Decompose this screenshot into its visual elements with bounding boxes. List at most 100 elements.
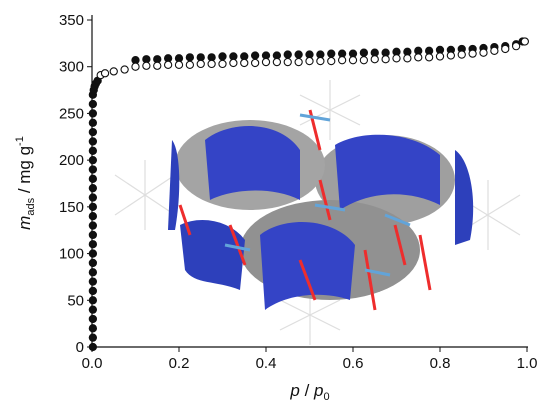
data-point — [468, 49, 477, 58]
data-point — [88, 240, 98, 249]
data-point — [88, 146, 98, 155]
data-point — [100, 69, 110, 78]
data-point — [229, 58, 238, 68]
data-point — [131, 62, 140, 71]
data-point — [88, 249, 98, 258]
data-point — [370, 55, 379, 64]
data-point — [88, 127, 98, 137]
y-tick-label: 50 — [67, 292, 84, 309]
y-label-part: -1 — [14, 136, 26, 146]
data-point — [88, 193, 98, 202]
data-point — [457, 50, 466, 59]
data-point — [185, 53, 195, 62]
data-point — [174, 60, 184, 69]
data-point — [88, 221, 98, 230]
data-point — [403, 54, 412, 63]
data-point — [196, 59, 205, 69]
y-tick-label: 0 — [76, 339, 84, 356]
data-point — [327, 49, 336, 58]
data-point — [327, 56, 336, 66]
data-point — [316, 56, 325, 66]
x-tick-label: 0.4 — [256, 355, 277, 372]
data-point — [88, 258, 98, 268]
data-point — [88, 174, 98, 183]
data-point — [88, 286, 98, 296]
x-label-part: / — [300, 381, 314, 400]
data-point — [446, 51, 456, 60]
data-point — [294, 50, 303, 59]
data-point — [392, 54, 401, 63]
data-point — [88, 333, 98, 342]
data-point — [88, 202, 98, 212]
data-point — [218, 52, 227, 61]
data-point — [88, 342, 98, 352]
data-point — [424, 53, 434, 62]
y-label-part: / mg g — [15, 146, 34, 198]
x-tick-label: 0.0 — [82, 355, 103, 372]
data-point — [250, 58, 260, 68]
data-point — [120, 65, 129, 74]
x-tick-label: 1.0 — [517, 355, 538, 372]
data-point — [381, 55, 390, 64]
x-tick-label: 0.2 — [169, 355, 190, 372]
data-point — [501, 44, 510, 54]
data-point — [88, 165, 98, 174]
y-tick-label: 200 — [59, 152, 84, 169]
framework-illustration — [114, 80, 521, 345]
y-label-part: m — [15, 216, 34, 230]
data-point — [261, 57, 271, 67]
data-point — [207, 59, 216, 69]
data-point — [240, 58, 249, 68]
data-point — [88, 184, 98, 193]
data-point — [348, 56, 358, 65]
x-tick-label: 0.6 — [343, 355, 364, 372]
data-point — [520, 37, 529, 46]
data-point — [88, 230, 98, 240]
data-point — [142, 61, 151, 70]
x-tick-label: 0.8 — [430, 355, 451, 372]
data-point — [272, 57, 282, 67]
data-point — [435, 52, 445, 61]
data-point — [359, 48, 369, 57]
x-label-part: 0 — [323, 391, 329, 403]
y-tick-label: 150 — [59, 199, 84, 216]
data-point — [359, 56, 369, 65]
data-point — [185, 60, 195, 69]
data-point — [88, 155, 98, 165]
data-point — [218, 59, 227, 69]
data-point — [479, 48, 488, 57]
data-point — [88, 314, 98, 324]
y-label-part: ads — [25, 197, 37, 215]
data-point — [337, 56, 347, 65]
data-point — [283, 57, 292, 67]
data-point — [109, 67, 118, 76]
data-point — [294, 57, 303, 67]
data-point — [88, 109, 98, 118]
y-tick-label: 100 — [59, 246, 84, 263]
x-axis-label: p / p0 — [289, 381, 329, 403]
data-point — [414, 53, 423, 62]
data-point — [88, 296, 98, 305]
y-axis-label: mads / mg g-1 — [14, 136, 37, 230]
y-tick-label: 300 — [59, 59, 84, 76]
data-point — [88, 118, 98, 127]
y-tick-label: 250 — [59, 105, 84, 122]
data-point — [163, 60, 173, 69]
x-label-part: p — [313, 381, 323, 400]
data-point — [88, 305, 98, 314]
x-label-part: p — [289, 381, 299, 400]
data-point — [88, 324, 98, 333]
data-point — [511, 42, 521, 51]
data-point — [490, 46, 499, 55]
data-point — [250, 51, 260, 60]
data-point — [283, 50, 292, 59]
data-point — [88, 99, 98, 109]
data-point — [88, 268, 98, 277]
data-point — [88, 277, 98, 286]
data-point — [153, 61, 162, 70]
data-point — [88, 137, 98, 146]
data-point — [305, 56, 314, 66]
data-point — [88, 212, 98, 221]
y-tick-label: 350 — [59, 12, 84, 29]
